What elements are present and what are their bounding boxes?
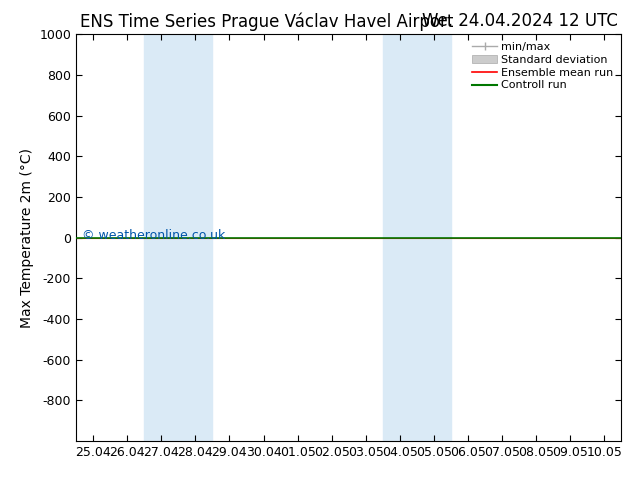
Bar — [144, 34, 212, 441]
Bar — [383, 34, 451, 441]
Y-axis label: Max Temperature 2m (°C): Max Temperature 2m (°C) — [20, 147, 34, 328]
Text: ENS Time Series Prague Václav Havel Airport: ENS Time Series Prague Václav Havel Airp… — [80, 12, 453, 31]
Text: © weatheronline.co.uk: © weatheronline.co.uk — [82, 229, 225, 242]
Legend: min/max, Standard deviation, Ensemble mean run, Controll run: min/max, Standard deviation, Ensemble me… — [468, 38, 618, 95]
Text: We. 24.04.2024 12 UTC: We. 24.04.2024 12 UTC — [422, 12, 618, 30]
